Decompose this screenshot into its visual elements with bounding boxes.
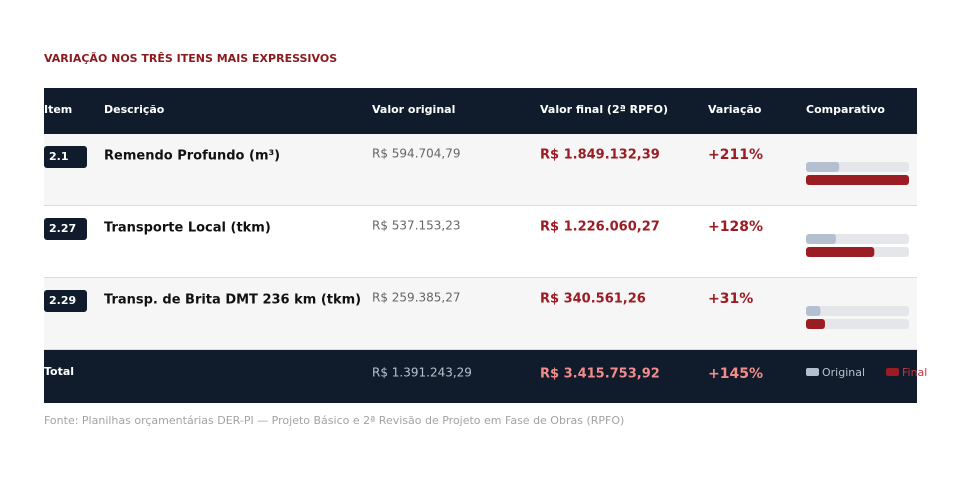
bar-track xyxy=(806,319,909,329)
original-bar xyxy=(806,234,836,244)
item-badge xyxy=(44,218,87,240)
description: Remendo Profundo (m³) xyxy=(104,149,280,164)
column-header: Descrição xyxy=(104,103,165,116)
final-value: R$ 1.226.060,27 xyxy=(540,220,660,235)
table-total-row xyxy=(44,350,917,403)
final-bar xyxy=(806,247,875,257)
legend-swatch xyxy=(806,368,819,376)
item-code: 2.1 xyxy=(49,150,69,163)
final-bar xyxy=(806,319,825,329)
source-note: Fonte: Planilhas orçamentárias DER-PI — … xyxy=(44,414,624,427)
item-badge xyxy=(44,290,87,312)
table-row xyxy=(44,206,917,278)
column-header: Comparativo xyxy=(806,103,885,116)
total-variation: +145% xyxy=(708,366,763,382)
description: Transporte Local (tkm) xyxy=(104,221,271,236)
legend-swatch xyxy=(886,368,899,376)
original-value: R$ 259.385,27 xyxy=(372,291,461,305)
total-label: Total xyxy=(44,365,74,378)
item-code: 2.29 xyxy=(49,294,76,307)
original-bar xyxy=(806,306,821,316)
legend-final: Final xyxy=(902,366,927,379)
table-header xyxy=(44,88,917,134)
final-value: R$ 340.561,26 xyxy=(540,292,646,307)
section-title: VARIAÇÃO NOS TRÊS ITENS MAIS EXPRESSIVOS xyxy=(44,52,337,65)
bar-track xyxy=(806,306,909,316)
variation: +211% xyxy=(708,147,763,163)
table-row xyxy=(44,134,917,206)
legend-original: Original xyxy=(822,366,865,379)
table-row xyxy=(44,278,917,350)
variation: +31% xyxy=(708,291,753,307)
variation: +128% xyxy=(708,219,763,235)
description: Transp. de Brita DMT 236 km (tkm) xyxy=(104,293,361,308)
column-header: Valor final (2ª RPFO) xyxy=(540,103,668,116)
column-header: Variação xyxy=(708,103,762,116)
final-bar xyxy=(806,175,909,185)
column-header: Item xyxy=(44,103,72,116)
item-code: 2.27 xyxy=(49,222,76,235)
original-bar xyxy=(806,162,840,172)
final-value: R$ 1.849.132,39 xyxy=(540,148,660,163)
column-header: Valor original xyxy=(372,103,455,116)
total-original: R$ 1.391.243,29 xyxy=(372,366,472,380)
original-value: R$ 594.704,79 xyxy=(372,147,461,161)
total-final: R$ 3.415.753,92 xyxy=(540,367,660,382)
item-badge xyxy=(44,146,87,168)
original-value: R$ 537.153,23 xyxy=(372,219,461,233)
